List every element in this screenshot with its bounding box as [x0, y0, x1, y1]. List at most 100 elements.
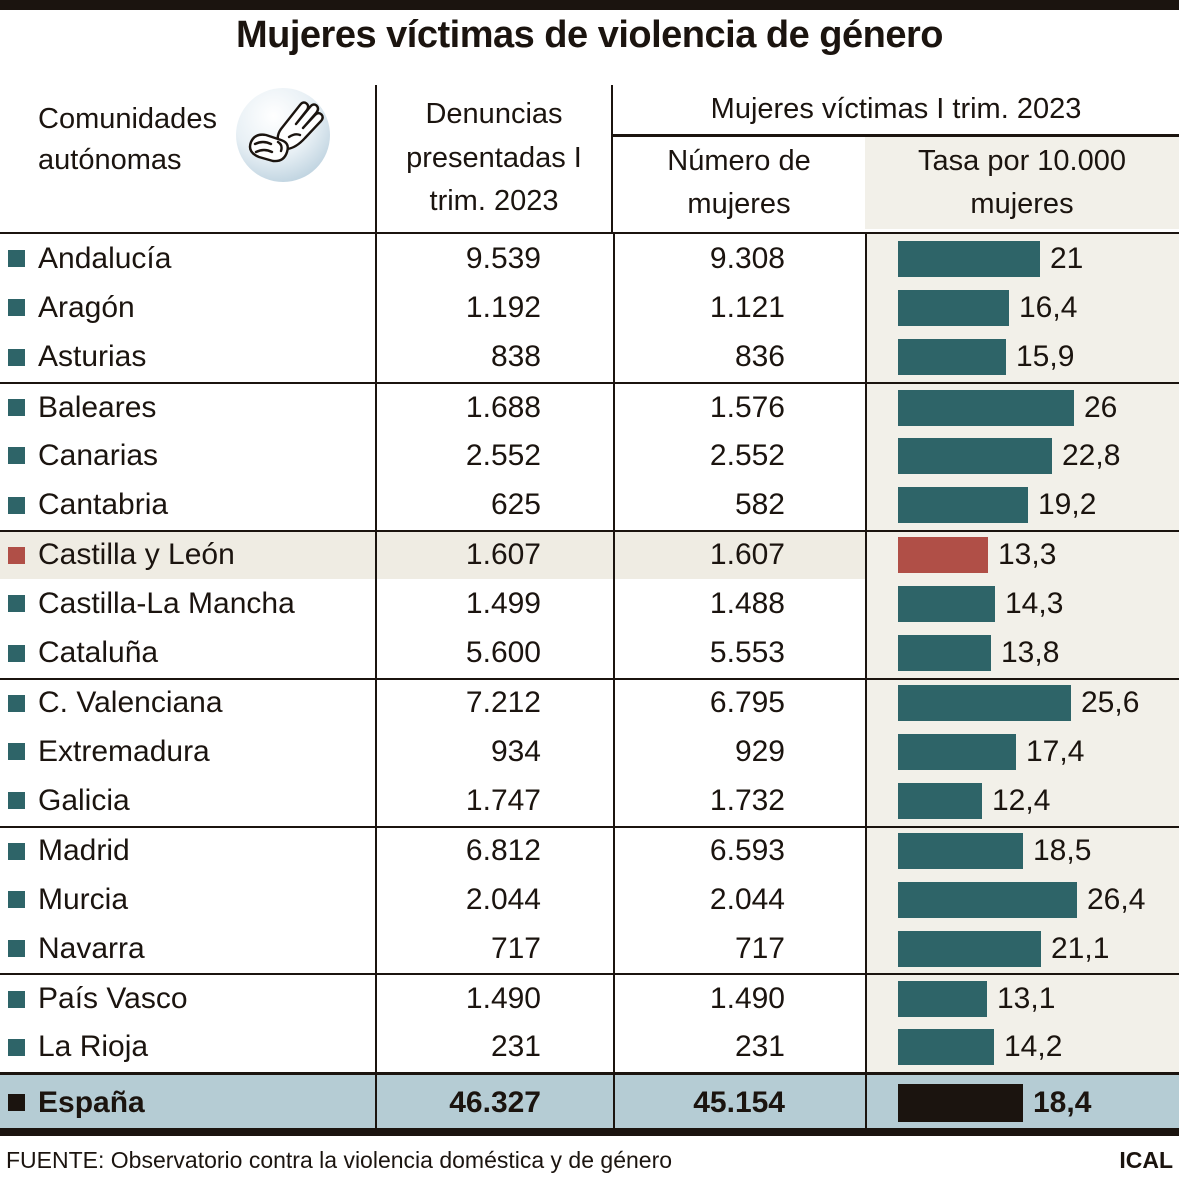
- region-cell: Castilla-La Mancha: [0, 579, 375, 628]
- table-row: C. Valenciana 7.212 6.795 25,6: [0, 677, 1179, 727]
- rate-bar: [898, 881, 1077, 918]
- header-victims-group-label: Mujeres víctimas I trim. 2023: [613, 85, 1179, 137]
- denuncias-cell: 1.747: [375, 776, 613, 826]
- row-bullet-icon: [8, 940, 25, 958]
- table-row: Baleares 1.688 1.576 26: [0, 381, 1179, 432]
- rate-label: 14,3: [1005, 586, 1064, 620]
- credit-text: ICAL: [1119, 1147, 1173, 1173]
- denuncias-cell: 2.044: [375, 874, 613, 925]
- tasa-cell: 12,4: [865, 776, 1179, 826]
- row-bullet-icon: [8, 644, 25, 662]
- rate-bar: [898, 537, 988, 574]
- region-label: La Rioja: [38, 1030, 149, 1064]
- top-black-bar: [0, 0, 1179, 10]
- header-victims-group: Mujeres víctimas I trim. 2023 Número de …: [613, 85, 1179, 232]
- region-cell: Andalucía: [0, 234, 375, 283]
- rate-bar: [898, 289, 1009, 326]
- table-row: Andalucía 9.539 9.308 21: [0, 234, 1179, 284]
- denuncias-cell: 46.327: [375, 1075, 613, 1131]
- region-label: Extremadura: [38, 734, 210, 768]
- rate-label: 13,8: [1001, 636, 1060, 670]
- rate-bar: [898, 930, 1041, 967]
- region-label: Asturias: [38, 340, 147, 374]
- row-bullet-icon: [8, 546, 25, 564]
- rate-label: 14,2: [1004, 1030, 1063, 1064]
- region-label: C. Valenciana: [38, 686, 223, 720]
- region-cell: Canarias: [0, 431, 375, 480]
- row-bullet-icon: [8, 1094, 25, 1112]
- tasa-cell: 17,4: [865, 726, 1179, 777]
- region-label: Navarra: [38, 931, 145, 965]
- region-label: Castilla-La Mancha: [38, 586, 295, 620]
- mujeres-cell: 45.154: [613, 1075, 865, 1131]
- rate-label: 17,4: [1026, 734, 1085, 768]
- total-row: España 46.327 45.154 18,4: [0, 1072, 1179, 1131]
- mujeres-cell: 582: [613, 480, 865, 530]
- mujeres-cell: 1.607: [613, 531, 865, 580]
- row-bullet-icon: [8, 595, 25, 613]
- mujeres-cell: 2.552: [613, 431, 865, 481]
- tasa-cell: 21: [865, 234, 1179, 284]
- region-label: Canarias: [38, 438, 159, 472]
- denuncias-cell: 625: [375, 480, 613, 530]
- region-cell: Baleares: [0, 384, 375, 431]
- region-cell: Navarra: [0, 924, 375, 973]
- tasa-cell: 13,8: [865, 628, 1179, 678]
- region-cell: Aragón: [0, 283, 375, 332]
- row-bullet-icon: [8, 891, 25, 908]
- mujeres-cell: 717: [613, 924, 865, 974]
- mujeres-cell: 836: [613, 332, 865, 382]
- tasa-cell: 13,3: [865, 531, 1179, 580]
- region-cell: Murcia: [0, 875, 375, 924]
- rate-label: 13,3: [998, 538, 1057, 572]
- row-bullet-icon: [8, 348, 25, 366]
- rate-label: 18,4: [1033, 1085, 1092, 1119]
- rate-label: 15,9: [1016, 340, 1075, 374]
- table-row: Cantabria 625 582 19,2: [0, 480, 1179, 530]
- table-row: La Rioja 231 231 14,2: [0, 1022, 1179, 1073]
- rate-bar: [898, 1029, 994, 1066]
- rate-label: 12,4: [992, 783, 1051, 817]
- rate-bar: [898, 833, 1023, 870]
- header-numero-label: Número de mujeres: [667, 144, 811, 221]
- tasa-cell: 15,9: [865, 332, 1179, 382]
- table-body: Andalucía 9.539 9.308 21 Aragón 1.192 1.121 16,…: [0, 232, 1179, 1131]
- table-row: Galicia 1.747 1.732 12,4: [0, 776, 1179, 826]
- denuncias-cell: 1.192: [375, 283, 613, 333]
- footer: FUENTE: Observatorio contra la violencia…: [0, 1147, 1179, 1174]
- rate-label: 26: [1084, 390, 1118, 424]
- region-label: Galicia: [38, 783, 130, 817]
- denuncias-cell: 1.490: [375, 975, 613, 1023]
- region-cell: España: [0, 1075, 375, 1131]
- bottom-black-bar: [0, 1128, 1179, 1136]
- denuncias-cell: 1.499: [375, 579, 613, 629]
- header-region-label: Comunidades autónomas: [38, 103, 217, 176]
- denuncias-cell: 934: [375, 726, 613, 777]
- mujeres-cell: 1.490: [613, 975, 865, 1023]
- tasa-cell: 13,1: [865, 975, 1179, 1023]
- rate-label: 19,2: [1038, 488, 1097, 522]
- region-cell: Cantabria: [0, 480, 375, 529]
- rate-label: 13,1: [997, 982, 1056, 1016]
- denuncias-cell: 838: [375, 332, 613, 382]
- mujeres-cell: 231: [613, 1022, 865, 1073]
- row-bullet-icon: [8, 1038, 25, 1056]
- region-label: Cantabria: [38, 488, 169, 522]
- rate-label: 22,8: [1062, 438, 1121, 472]
- region-label: Castilla y León: [38, 538, 235, 572]
- table-row: Canarias 2.552 2.552 22,8: [0, 431, 1179, 481]
- region-cell: La Rioja: [0, 1023, 375, 1072]
- tasa-cell: 21,1: [865, 924, 1179, 974]
- source-text: FUENTE: Observatorio contra la violencia…: [6, 1147, 673, 1173]
- denuncias-cell: 717: [375, 924, 613, 974]
- table-row: Murcia 2.044 2.044 26,4: [0, 874, 1179, 925]
- mujeres-cell: 6.795: [613, 679, 865, 727]
- tasa-cell: 22,8: [865, 431, 1179, 481]
- denuncias-cell: 1.688: [375, 383, 613, 432]
- tasa-cell: 26,4: [865, 874, 1179, 925]
- table-row: Aragón 1.192 1.121 16,4: [0, 283, 1179, 333]
- header-denuncias-label: Denuncias presentadas I trim. 2023: [406, 98, 582, 218]
- row-bullet-icon: [8, 299, 25, 317]
- region-cell: Extremadura: [0, 727, 375, 776]
- tasa-cell: 14,2: [865, 1022, 1179, 1073]
